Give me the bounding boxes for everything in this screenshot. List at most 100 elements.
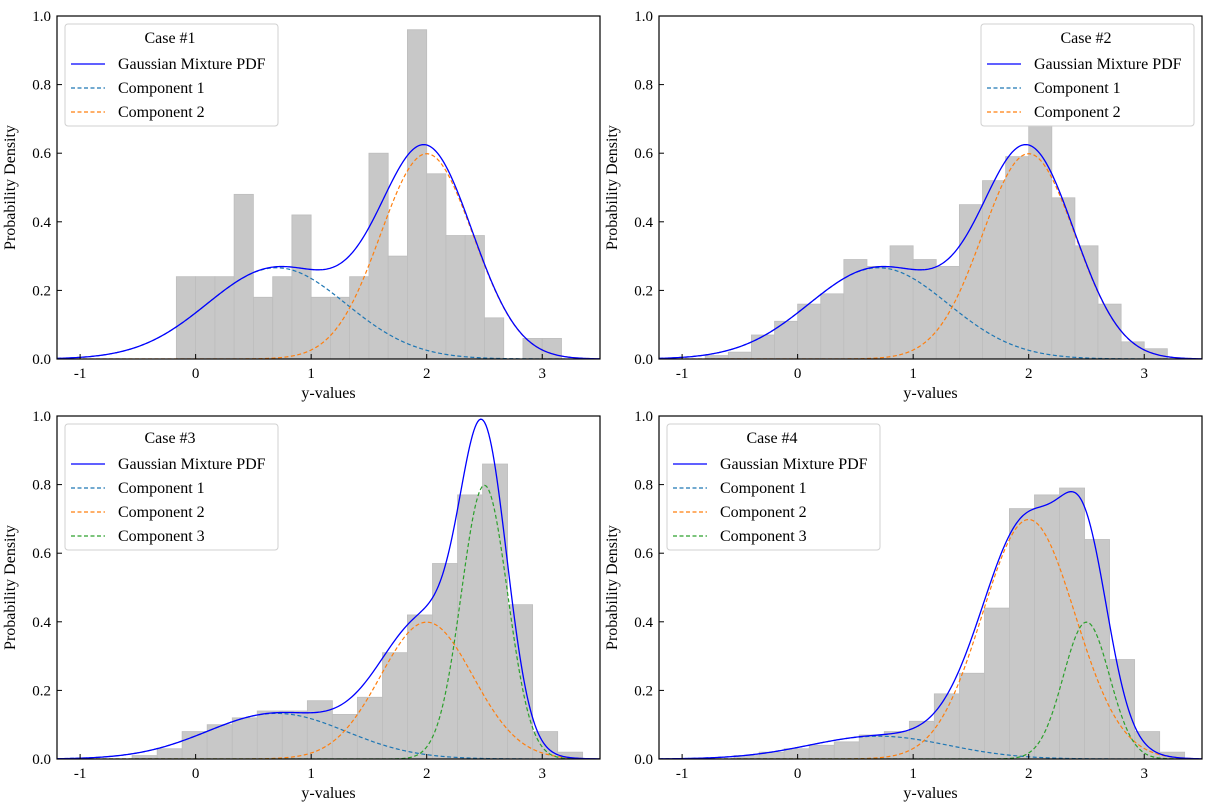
histogram-bar bbox=[195, 276, 216, 359]
chart-panel-3: -1 0 1 2 3 0.0 0.2 0.4 0.6 0.8 1.0 y-values Probabil… bbox=[2, 409, 601, 802]
gaussian-mixture-curve bbox=[659, 490, 1202, 759]
axes-frame bbox=[56, 15, 601, 360]
y-tick-label: 0.8 bbox=[32, 78, 51, 94]
legend-box bbox=[666, 423, 881, 551]
histogram-bar bbox=[958, 672, 985, 759]
histogram-bar bbox=[1059, 487, 1085, 759]
histogram-bar bbox=[1109, 659, 1136, 759]
x-axis-label: y-values bbox=[301, 785, 355, 802]
histogram-bar bbox=[1034, 494, 1060, 759]
x-tick-label: -1 bbox=[676, 366, 689, 382]
histogram-bar bbox=[1159, 751, 1186, 759]
y-tick-label: 0.0 bbox=[32, 752, 51, 768]
histogram-bar bbox=[858, 734, 885, 759]
legend: Case #1 Gaussian Mixture PDF Component 1 Co… bbox=[64, 23, 279, 127]
legend-box bbox=[980, 23, 1195, 127]
histogram-bar bbox=[557, 751, 584, 759]
histogram-bar bbox=[541, 338, 562, 359]
plot-area bbox=[659, 487, 1202, 759]
y-tick-label: 0.4 bbox=[634, 215, 653, 231]
legend-entry-label: Component 3 bbox=[118, 528, 205, 545]
component-2-curve bbox=[659, 518, 1202, 759]
histogram-bar bbox=[984, 607, 1010, 759]
y-axis-label: Probability Density bbox=[604, 525, 621, 650]
histogram-bar bbox=[1009, 508, 1035, 759]
y-tick-label: 0.6 bbox=[32, 146, 51, 162]
histogram-bar bbox=[933, 693, 960, 759]
histogram-bar bbox=[310, 296, 331, 359]
legend-box bbox=[64, 23, 279, 127]
y-tick-label: 1.0 bbox=[32, 9, 51, 25]
y-tick-label: 0.0 bbox=[634, 752, 653, 768]
y-tick-label: 0.2 bbox=[634, 283, 653, 299]
legend-title: Case #4 bbox=[746, 430, 797, 447]
histogram-bar bbox=[306, 700, 333, 759]
legend-entry-label: Component 1 bbox=[118, 480, 205, 497]
x-axis-label: y-values bbox=[301, 385, 355, 402]
gaussian-mixture-curve bbox=[57, 143, 600, 359]
histogram-bar bbox=[382, 652, 408, 759]
histogram-bar bbox=[214, 276, 235, 359]
x-tick-label: 1 bbox=[307, 366, 315, 382]
legend-box bbox=[64, 423, 279, 551]
histogram-bar bbox=[797, 303, 822, 359]
x-tick-label: 2 bbox=[423, 366, 431, 382]
histogram-bar bbox=[833, 741, 860, 759]
y-axis-label: Probability Density bbox=[2, 525, 19, 650]
legend-entry-label: Component 2 bbox=[1034, 104, 1121, 121]
histogram-bar bbox=[291, 214, 312, 359]
y-tick-label: 0.6 bbox=[634, 546, 653, 562]
legend-entry-label: Component 2 bbox=[118, 504, 205, 521]
legend-title: Case #1 bbox=[144, 30, 195, 47]
legend-title: Case #3 bbox=[144, 430, 195, 447]
histogram-bar bbox=[1005, 156, 1030, 359]
x-tick-label: -1 bbox=[74, 366, 87, 382]
histogram-bar bbox=[883, 731, 910, 759]
chart-panel-4: -1 0 1 2 3 0.0 0.2 0.4 0.6 0.8 1.0 y-values Probabil… bbox=[604, 409, 1203, 802]
histogram-bar bbox=[808, 744, 835, 759]
y-tick-label: 0.8 bbox=[634, 78, 653, 94]
histogram-bar bbox=[866, 265, 891, 359]
legend-entry-label: Component 3 bbox=[720, 528, 807, 545]
gaussian-mixture-curve bbox=[659, 143, 1202, 359]
histogram-bar bbox=[407, 614, 433, 759]
histogram-bar bbox=[783, 748, 810, 759]
y-tick-label: 1.0 bbox=[634, 409, 653, 425]
y-axis-label: Probability Density bbox=[2, 125, 19, 250]
histogram-bar bbox=[457, 494, 483, 759]
histogram-bar bbox=[751, 334, 775, 359]
x-tick-label: 2 bbox=[1025, 366, 1033, 382]
y-tick-label: 0.8 bbox=[32, 478, 51, 494]
axes-frame bbox=[658, 15, 1203, 360]
y-tick-label: 0.6 bbox=[32, 546, 51, 562]
histogram-bar bbox=[272, 276, 293, 359]
histogram-bar bbox=[1120, 341, 1145, 359]
histogram-bar bbox=[727, 351, 752, 359]
x-tick-label: 0 bbox=[794, 366, 802, 382]
legend: Case #2 Gaussian Mixture PDF Component 1 Co… bbox=[980, 23, 1195, 127]
histogram-bar bbox=[256, 710, 283, 759]
x-tick-label: 2 bbox=[423, 766, 431, 782]
legend-entry-label: Component 1 bbox=[720, 480, 807, 497]
legend-entry-label: Gaussian Mixture PDF bbox=[118, 456, 266, 473]
legend: Case #3 Gaussian Mixture PDF Component 1 Co… bbox=[64, 423, 279, 551]
x-tick-label: 3 bbox=[538, 366, 546, 382]
x-tick-label: 2 bbox=[1025, 766, 1033, 782]
histogram-bar bbox=[507, 604, 534, 759]
x-tick-label: 3 bbox=[538, 766, 546, 782]
plot-area bbox=[57, 29, 600, 359]
x-tick-label: 1 bbox=[909, 766, 917, 782]
histogram-bar bbox=[445, 235, 466, 359]
histogram-bar bbox=[1074, 245, 1099, 359]
y-tick-label: 0.0 bbox=[32, 352, 51, 368]
histogram-bar bbox=[426, 173, 447, 359]
x-tick-label: -1 bbox=[676, 766, 689, 782]
y-tick-label: 0.8 bbox=[634, 478, 653, 494]
histogram-bar bbox=[889, 245, 914, 359]
legend-entry-label: Gaussian Mixture PDF bbox=[118, 56, 266, 73]
histogram-bar bbox=[330, 296, 351, 359]
x-axis-label: y-values bbox=[903, 785, 957, 802]
y-tick-label: 0.2 bbox=[32, 283, 51, 299]
x-tick-label: 1 bbox=[307, 766, 315, 782]
